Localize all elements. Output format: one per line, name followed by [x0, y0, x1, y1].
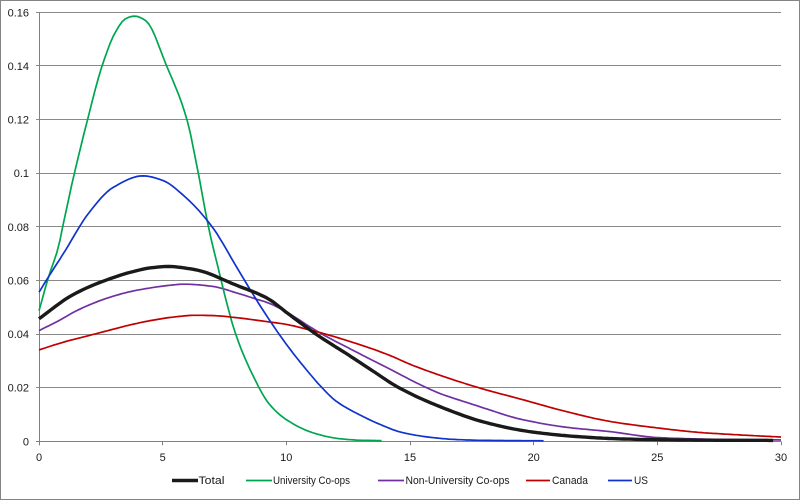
- svg-text:Non-University Co-ops: Non-University Co-ops: [406, 475, 510, 487]
- svg-text:Total: Total: [199, 475, 225, 487]
- svg-text:0.1: 0.1: [14, 168, 29, 180]
- svg-text:10: 10: [280, 452, 292, 464]
- svg-text:0.14: 0.14: [8, 61, 29, 73]
- svg-text:US: US: [634, 475, 648, 487]
- svg-text:0: 0: [23, 436, 29, 448]
- svg-text:25: 25: [651, 452, 663, 464]
- svg-text:0.12: 0.12: [8, 115, 29, 127]
- svg-text:0.04: 0.04: [8, 329, 29, 341]
- svg-text:5: 5: [160, 452, 166, 464]
- svg-text:University Co-ops: University Co-ops: [273, 475, 350, 487]
- svg-text:0.16: 0.16: [8, 7, 29, 19]
- svg-text:Canada: Canada: [552, 475, 589, 487]
- svg-text:0: 0: [36, 452, 42, 464]
- svg-text:15: 15: [404, 452, 416, 464]
- svg-text:0.08: 0.08: [8, 222, 29, 234]
- svg-text:30: 30: [775, 452, 787, 464]
- svg-text:0.02: 0.02: [8, 383, 29, 395]
- svg-text:0.06: 0.06: [8, 275, 29, 287]
- svg-text:20: 20: [528, 452, 540, 464]
